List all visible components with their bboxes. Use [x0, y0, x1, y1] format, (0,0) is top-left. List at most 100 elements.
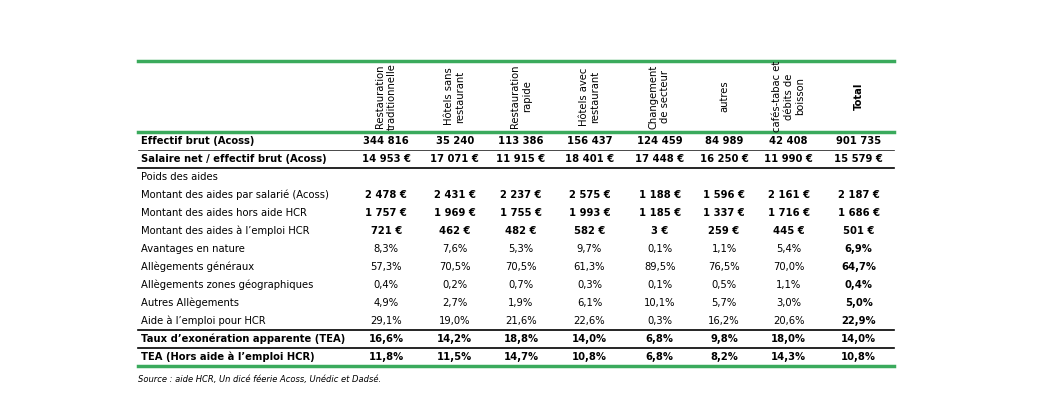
Text: 2 237 €: 2 237 € [500, 190, 541, 200]
Text: 721 €: 721 € [371, 226, 402, 236]
Text: 29,1%: 29,1% [371, 316, 402, 326]
Text: 582 €: 582 € [574, 226, 605, 236]
Text: 1,1%: 1,1% [776, 280, 801, 290]
Text: 344 816: 344 816 [363, 136, 410, 146]
Text: 0,3%: 0,3% [577, 280, 602, 290]
Text: 1 969 €: 1 969 € [434, 208, 476, 218]
Text: 4,9%: 4,9% [374, 298, 399, 308]
Text: Montant des aides par salarié (Acoss): Montant des aides par salarié (Acoss) [141, 190, 330, 200]
Text: 1 755 €: 1 755 € [500, 208, 542, 218]
Text: 113 386: 113 386 [498, 136, 543, 146]
Text: 9,8%: 9,8% [710, 334, 738, 344]
Text: 462 €: 462 € [439, 226, 471, 236]
Text: 3 €: 3 € [651, 226, 669, 236]
Text: Montant des aides hors aide HCR: Montant des aides hors aide HCR [141, 208, 307, 218]
Text: 6,1%: 6,1% [577, 298, 602, 308]
Text: 2 431 €: 2 431 € [434, 190, 476, 200]
Text: 16,2%: 16,2% [709, 316, 740, 326]
Text: 20,6%: 20,6% [773, 316, 804, 326]
Text: 17 448 €: 17 448 € [635, 154, 684, 164]
Text: 2 575 €: 2 575 € [569, 190, 611, 200]
Text: 10,8%: 10,8% [841, 352, 876, 362]
Text: 5,3%: 5,3% [509, 244, 534, 254]
Text: 14,2%: 14,2% [437, 334, 473, 344]
Text: Restauration
traditionnelle: Restauration traditionnelle [376, 63, 397, 130]
Text: 0,4%: 0,4% [845, 280, 873, 290]
Text: 0,7%: 0,7% [509, 280, 534, 290]
Text: Hôtels avec
restaurant: Hôtels avec restaurant [579, 67, 600, 126]
Text: 6,8%: 6,8% [645, 334, 674, 344]
Text: 17 071 €: 17 071 € [431, 154, 479, 164]
Text: 57,3%: 57,3% [371, 262, 402, 272]
Text: 7,6%: 7,6% [442, 244, 468, 254]
Text: cafés-tabac et
débits de
boisson: cafés-tabac et débits de boisson [772, 61, 806, 132]
Text: 8,3%: 8,3% [374, 244, 399, 254]
Text: 42 408: 42 408 [770, 136, 808, 146]
Text: 5,7%: 5,7% [712, 298, 737, 308]
Text: 14 953 €: 14 953 € [362, 154, 411, 164]
Text: 0,5%: 0,5% [712, 280, 737, 290]
Text: 9,7%: 9,7% [577, 244, 602, 254]
Text: 1 185 €: 1 185 € [638, 208, 680, 218]
Text: 70,0%: 70,0% [773, 262, 804, 272]
Text: 2,7%: 2,7% [442, 298, 468, 308]
Text: 14,7%: 14,7% [503, 352, 538, 362]
Text: Hôtels sans
restaurant: Hôtels sans restaurant [444, 68, 465, 125]
Text: 124 459: 124 459 [637, 136, 682, 146]
Text: 14,0%: 14,0% [572, 334, 607, 344]
Text: Salaire net / effectif brut (Acoss): Salaire net / effectif brut (Acoss) [141, 154, 327, 164]
Text: 5,0%: 5,0% [845, 298, 873, 308]
Text: Source : aide HCR, Un dicé féerie Acoss, Unédic et Dadsé.: Source : aide HCR, Un dicé féerie Acoss,… [138, 376, 381, 384]
Text: 3,0%: 3,0% [776, 298, 801, 308]
Text: Total: Total [854, 83, 863, 110]
Text: Montant des aides à l’emploi HCR: Montant des aides à l’emploi HCR [141, 226, 310, 237]
Text: 2 187 €: 2 187 € [838, 190, 879, 200]
Text: 15 579 €: 15 579 € [834, 154, 883, 164]
Text: 76,5%: 76,5% [709, 262, 740, 272]
Text: 10,8%: 10,8% [572, 352, 607, 362]
Text: Aide à l’emploi pour HCR: Aide à l’emploi pour HCR [141, 316, 266, 326]
Text: 61,3%: 61,3% [574, 262, 605, 272]
Text: 89,5%: 89,5% [643, 262, 675, 272]
Text: 1,9%: 1,9% [509, 298, 534, 308]
Text: 5,4%: 5,4% [776, 244, 801, 254]
Text: 11 915 €: 11 915 € [496, 154, 545, 164]
Text: Allègements zones géographiques: Allègements zones géographiques [141, 280, 314, 291]
Text: Poids des aides: Poids des aides [141, 172, 218, 182]
Text: 18,8%: 18,8% [503, 334, 538, 344]
Text: 22,6%: 22,6% [574, 316, 605, 326]
Text: 70,5%: 70,5% [505, 262, 537, 272]
Text: 8,2%: 8,2% [710, 352, 738, 362]
Text: 6,9%: 6,9% [845, 244, 873, 254]
Text: 10,1%: 10,1% [643, 298, 675, 308]
Text: Taux d’exonération apparente (TEA): Taux d’exonération apparente (TEA) [141, 334, 345, 345]
Text: 21,6%: 21,6% [505, 316, 537, 326]
Text: Avantages en nature: Avantages en nature [141, 244, 245, 254]
Text: 35 240: 35 240 [436, 136, 474, 146]
Text: 259 €: 259 € [709, 226, 739, 236]
Text: 1,1%: 1,1% [712, 244, 737, 254]
Text: 1 686 €: 1 686 € [838, 208, 880, 218]
Text: 16 250 €: 16 250 € [699, 154, 749, 164]
Text: 156 437: 156 437 [567, 136, 612, 146]
Text: Effectif brut (Acoss): Effectif brut (Acoss) [141, 136, 255, 146]
Text: Allègements généraux: Allègements généraux [141, 262, 255, 272]
Text: Restauration
rapide: Restauration rapide [510, 65, 532, 128]
Text: 1 337 €: 1 337 € [703, 208, 744, 218]
Text: 2 161 €: 2 161 € [768, 190, 810, 200]
Text: 14,3%: 14,3% [771, 352, 807, 362]
Text: autres: autres [719, 81, 729, 112]
Text: 11,5%: 11,5% [437, 352, 473, 362]
Text: 11 990 €: 11 990 € [764, 154, 813, 164]
Text: 1 757 €: 1 757 € [365, 208, 408, 218]
Text: 445 €: 445 € [773, 226, 804, 236]
Text: 482 €: 482 € [505, 226, 537, 236]
Text: 14,0%: 14,0% [841, 334, 876, 344]
Text: 70,5%: 70,5% [439, 262, 471, 272]
Text: Autres Allègements: Autres Allègements [141, 298, 239, 308]
Text: 16,6%: 16,6% [369, 334, 403, 344]
Text: 11,8%: 11,8% [369, 352, 404, 362]
Text: 0,4%: 0,4% [374, 280, 399, 290]
Text: Changement
de secteur: Changement de secteur [649, 64, 671, 129]
Text: 1 993 €: 1 993 € [569, 208, 611, 218]
